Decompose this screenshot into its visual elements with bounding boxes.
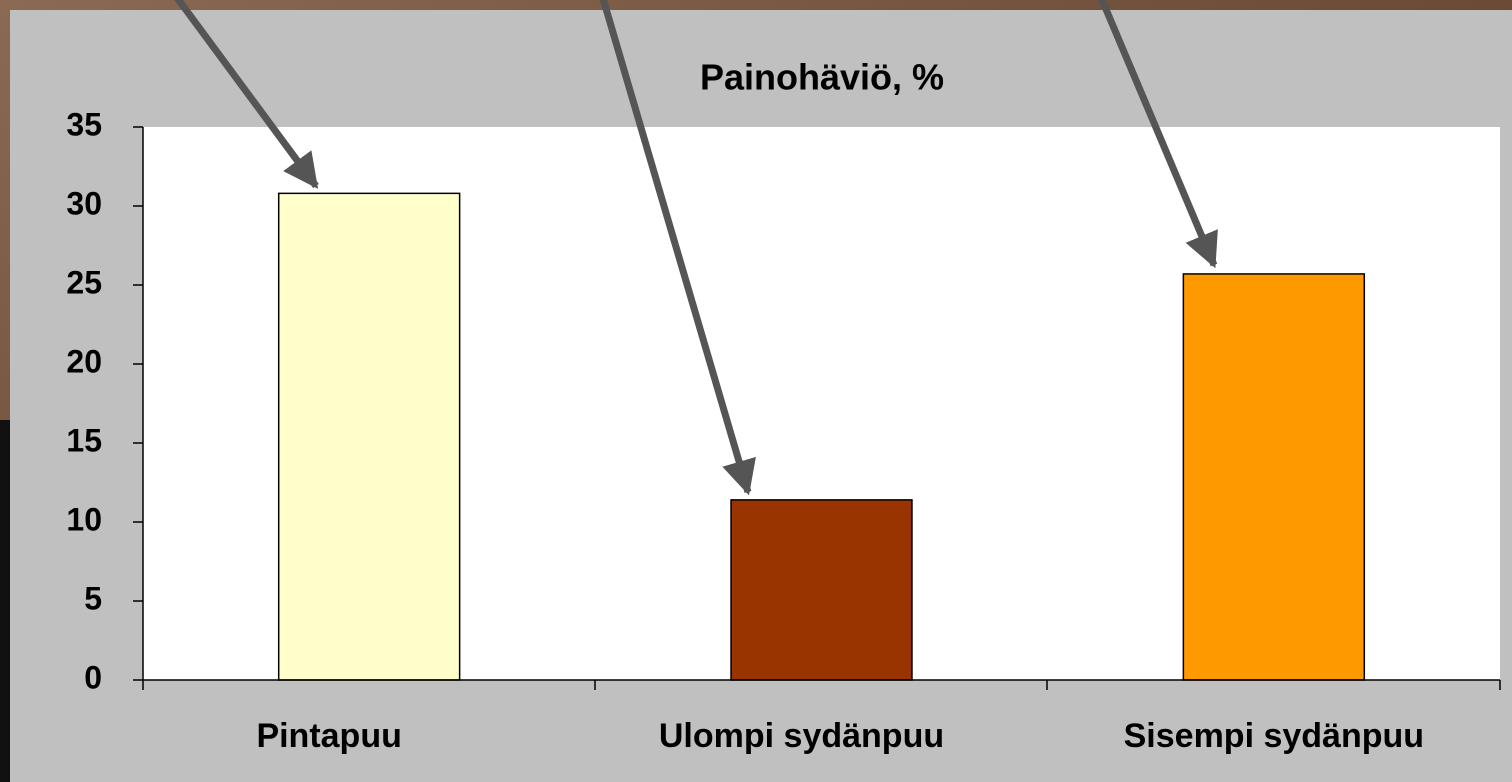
arrow [174, 0, 319, 189]
y-tick-label: 0 [84, 659, 102, 695]
background-shadow [0, 420, 12, 782]
y-tick-label: 20 [66, 343, 102, 379]
y-tick-label: 15 [66, 422, 102, 458]
bar [730, 499, 913, 681]
y-tick-label: 25 [66, 264, 102, 300]
y-tick-label: 5 [84, 580, 102, 616]
plot [277, 192, 1366, 681]
arrow [599, 0, 756, 496]
x-tick-label: Ulompi sydänpuu [659, 717, 944, 755]
y-tick-label: 10 [66, 501, 102, 537]
chart-title: Painohäviö, % [700, 57, 944, 98]
arrows [174, 0, 1218, 496]
arrow [1098, 0, 1218, 269]
bar [277, 192, 461, 681]
bar [1182, 273, 1366, 681]
y-tick-label: 30 [66, 185, 102, 221]
y-tick-label: 35 [66, 106, 102, 142]
x-tick-label: Pintapuu [256, 717, 401, 755]
x-tick-label: Sisempi sydänpuu [1124, 717, 1424, 755]
